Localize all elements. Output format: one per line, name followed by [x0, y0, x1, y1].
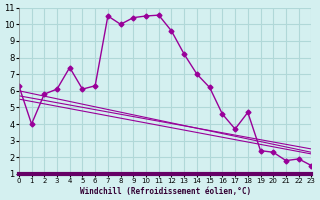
X-axis label: Windchill (Refroidissement éolien,°C): Windchill (Refroidissement éolien,°C): [80, 187, 251, 196]
